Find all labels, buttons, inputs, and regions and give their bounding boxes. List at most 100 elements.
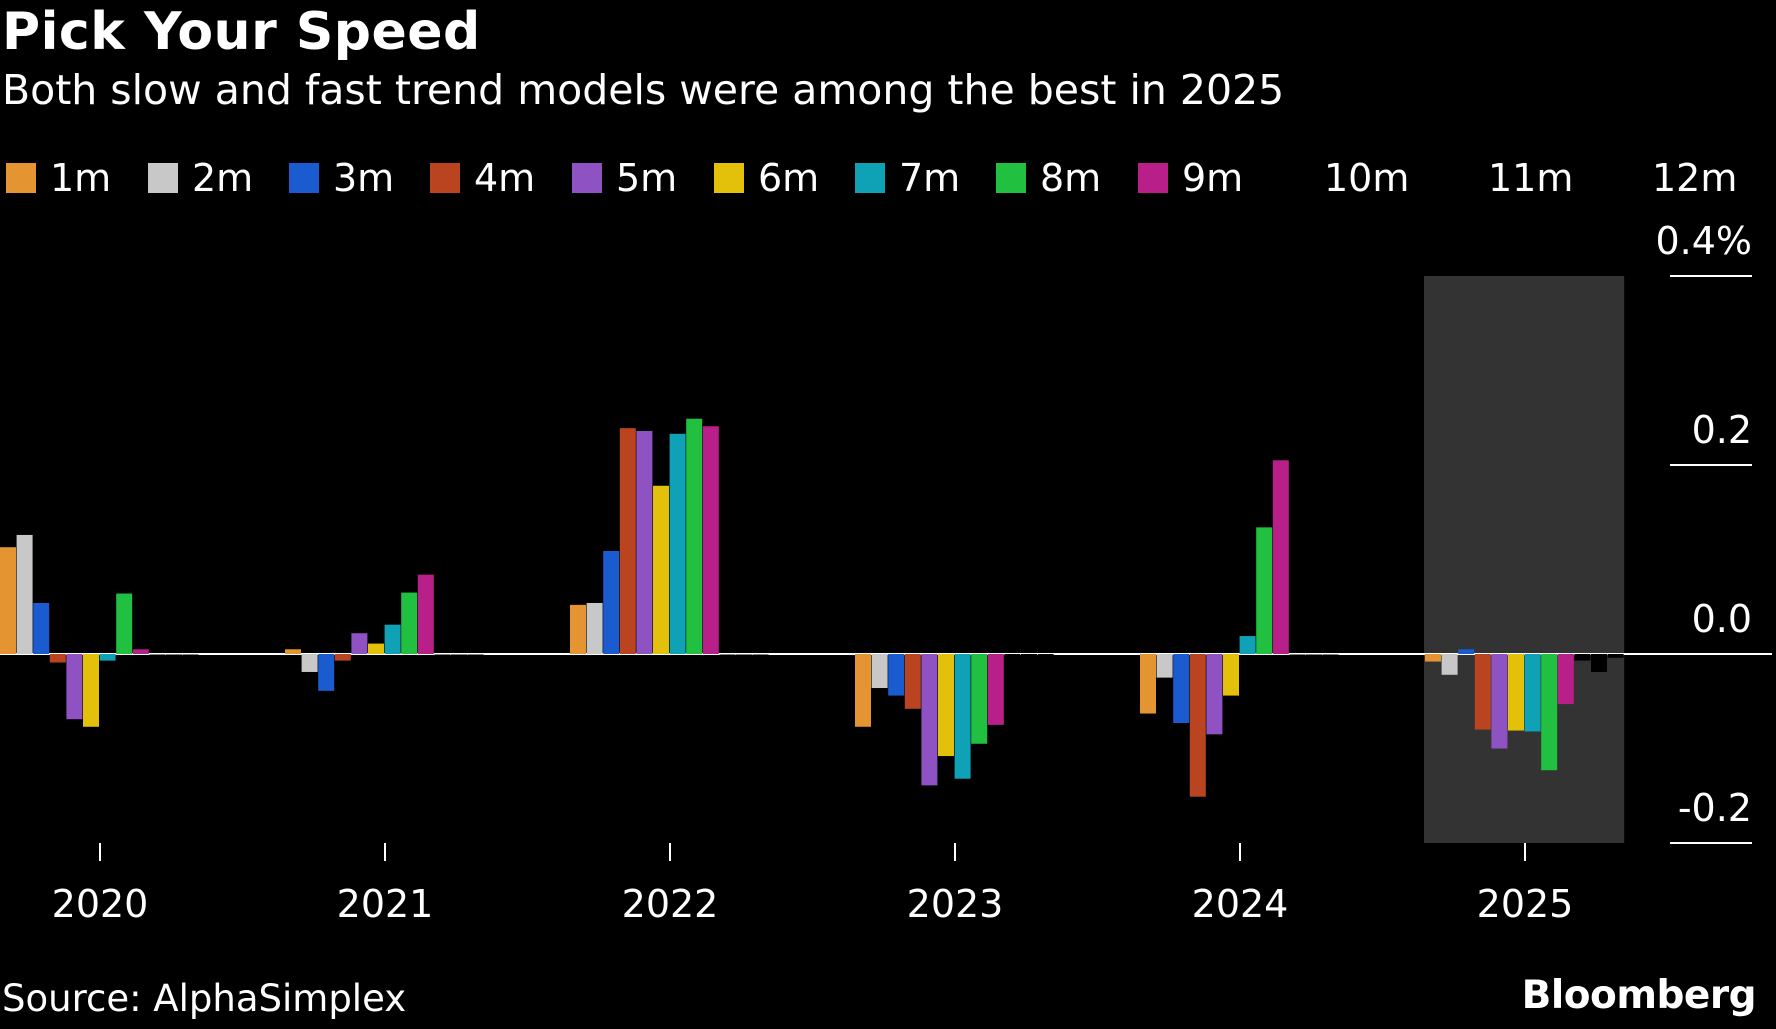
legend-label-10m: 10m xyxy=(1324,156,1410,200)
bar-2023-7m xyxy=(954,654,971,779)
bar-2022-11m xyxy=(736,654,752,655)
bar-2020-1m xyxy=(0,547,16,654)
bar-2021-7m xyxy=(384,624,401,654)
bar-2020-5m xyxy=(66,654,83,720)
bar-2025-5m xyxy=(1491,654,1508,749)
bar-2021-4m xyxy=(334,654,351,661)
legend-item-11m: 11m xyxy=(1444,150,1573,206)
bar-2025-4m xyxy=(1474,654,1491,730)
highlight-band-2025 xyxy=(1424,276,1625,843)
bar-2021-8m xyxy=(401,592,418,654)
bar-2024-6m xyxy=(1223,654,1239,696)
bar-2025-6m xyxy=(1508,654,1524,731)
bar-2023-11m xyxy=(1021,654,1037,656)
bar-2022-9m xyxy=(702,426,719,654)
bar-2023-12m xyxy=(1037,654,1054,655)
legend-item-3m: 3m xyxy=(289,150,394,206)
bar-2024-4m xyxy=(1189,654,1206,797)
legend-swatch-4m xyxy=(430,163,460,193)
legend-label-6m: 6m xyxy=(758,156,820,200)
legend-label-12m: 12m xyxy=(1652,156,1738,200)
legend-swatch-9m xyxy=(1138,163,1168,193)
bar-2021-3m xyxy=(318,654,335,691)
bar-2025-2m xyxy=(1441,654,1458,675)
legend-item-2m: 2m xyxy=(148,150,253,206)
bar-2020-8m xyxy=(116,593,133,654)
legend-label-5m: 5m xyxy=(616,156,678,200)
bar-2020-4m xyxy=(49,654,66,663)
legend-label-7m: 7m xyxy=(899,156,961,200)
legend-label-4m: 4m xyxy=(474,156,536,200)
bar-2025-12m xyxy=(1607,654,1624,658)
bar-2022-12m xyxy=(752,654,769,655)
bar-2023-4m xyxy=(904,654,921,709)
bar-2022-7m xyxy=(669,433,686,654)
bar-2020-3m xyxy=(33,602,50,654)
legend-item-9m: 9m xyxy=(1138,150,1243,206)
bar-2024-7m xyxy=(1239,636,1256,654)
bar-2021-6m xyxy=(368,643,384,654)
legend-swatch-5m xyxy=(572,163,602,193)
bar-2023-10m xyxy=(1004,654,1021,656)
bar-2025-8m xyxy=(1541,654,1558,771)
bar-2021-10m xyxy=(434,654,451,655)
legend-item-10m: 10m xyxy=(1280,150,1409,206)
bar-2022-6m xyxy=(653,485,669,654)
bar-2024-2m xyxy=(1156,654,1173,678)
legend-label-2m: 2m xyxy=(192,156,254,200)
legend-swatch-11m xyxy=(1444,163,1474,193)
x-tick-label-2020: 2020 xyxy=(52,882,149,926)
legend-label-1m: 1m xyxy=(50,156,112,200)
chart-legend: 1m 2m 3m 4m 5m 6m 7m 8m 9m 10m 11m 12m xyxy=(0,150,1776,206)
bar-2020-10m xyxy=(149,654,166,655)
x-tick-label-2024: 2024 xyxy=(1192,882,1289,926)
source-note: Source: AlphaSimplex xyxy=(2,977,407,1020)
chart-subtitle: Both slow and fast trend models were amo… xyxy=(2,66,1285,114)
legend-item-1m: 1m xyxy=(6,150,111,206)
bar-2020-11m xyxy=(166,654,182,655)
bar-2022-5m xyxy=(636,430,653,654)
bar-2024-8m xyxy=(1256,527,1273,654)
bar-2023-8m xyxy=(971,654,988,744)
bar-2022-10m xyxy=(719,654,736,655)
legend-item-8m: 8m xyxy=(996,150,1101,206)
bar-2022-1m xyxy=(570,604,586,654)
bar-2024-12m xyxy=(1322,654,1339,655)
bar-2025-3m xyxy=(1458,649,1475,654)
legend-swatch-12m xyxy=(1608,163,1638,193)
bar-2025-9m xyxy=(1557,654,1574,705)
bar-2021-1m xyxy=(285,649,301,654)
legend-item-6m: 6m xyxy=(714,150,819,206)
legend-item-5m: 5m xyxy=(572,150,677,206)
legend-swatch-2m xyxy=(148,163,178,193)
chart-title: Pick Your Speed xyxy=(2,2,481,62)
x-tick-label-2023: 2023 xyxy=(907,882,1004,926)
bar-2025-7m xyxy=(1524,654,1541,732)
legend-label-3m: 3m xyxy=(333,156,395,200)
bar-2023-2m xyxy=(871,654,888,689)
bar-2024-3m xyxy=(1173,654,1190,723)
bar-2023-3m xyxy=(888,654,905,696)
legend-swatch-1m xyxy=(6,163,36,193)
bar-2021-5m xyxy=(351,633,368,654)
legend-swatch-10m xyxy=(1280,163,1310,193)
bar-2023-5m xyxy=(921,654,938,786)
bar-2022-4m xyxy=(619,428,636,654)
bar-2021-12m xyxy=(467,654,484,655)
bar-2024-11m xyxy=(1306,654,1322,655)
bar-2020-7m xyxy=(99,654,116,661)
bar-2024-1m xyxy=(1140,654,1156,714)
bar-2021-11m xyxy=(451,654,467,655)
y-tick-label-0.4%: 0.4% xyxy=(1655,219,1752,263)
legend-label-11m: 11m xyxy=(1488,156,1574,200)
bar-2025-10m xyxy=(1574,654,1591,661)
legend-swatch-3m xyxy=(289,163,319,193)
legend-item-12m: 12m xyxy=(1608,150,1737,206)
bar-2020-6m xyxy=(83,654,99,727)
legend-label-8m: 8m xyxy=(1040,156,1102,200)
bar-2023-9m xyxy=(987,654,1004,725)
bar-2024-5m xyxy=(1206,654,1223,735)
bar-2020-9m xyxy=(132,649,149,654)
bar-2024-10m xyxy=(1289,654,1306,655)
bar-2020-12m xyxy=(182,654,199,655)
